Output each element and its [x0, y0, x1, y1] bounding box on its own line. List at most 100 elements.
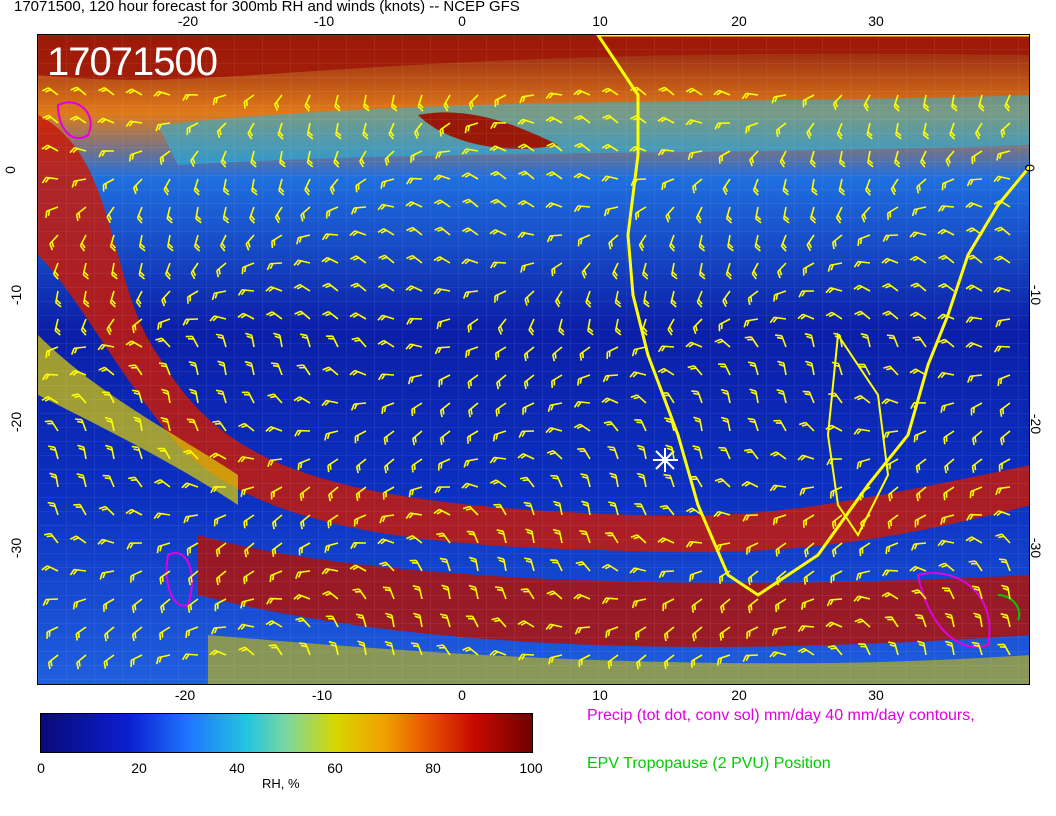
- wind-barb: [352, 588, 367, 600]
- wind-barb: [667, 318, 675, 336]
- wind-barb: [826, 458, 843, 466]
- wind-barb: [751, 262, 759, 280]
- forecast-stamp: 17071500: [47, 40, 218, 84]
- wind-barb: [217, 360, 227, 376]
- wind-barb: [634, 206, 647, 220]
- wind-barb: [466, 530, 479, 544]
- wind-barb: [799, 486, 815, 496]
- wind-barb: [552, 528, 563, 544]
- wind-barb: [267, 393, 283, 404]
- wind-barb: [44, 420, 59, 432]
- wind-barb: [642, 262, 649, 280]
- wind-barb: [238, 422, 255, 432]
- wind-barb: [489, 479, 507, 488]
- wind-barb: [601, 597, 619, 605]
- wind-barb: [769, 651, 787, 658]
- colorbar-tick: 80: [425, 760, 441, 776]
- wind-barb: [267, 458, 283, 468]
- wind-barb: [359, 150, 367, 168]
- wind-barb: [266, 262, 283, 271]
- wind-barb: [938, 338, 955, 348]
- wind-barb: [250, 150, 257, 168]
- wind-barb: [496, 529, 507, 544]
- wind-barb: [322, 590, 339, 600]
- colorbar-tick: 60: [327, 760, 343, 776]
- wind-barb: [938, 254, 955, 264]
- wind-barb: [72, 598, 87, 610]
- wind-barb: [467, 318, 479, 333]
- wind-barb: [47, 654, 59, 670]
- wind-barb: [971, 150, 983, 165]
- wind-barb: [548, 654, 563, 665]
- wind-barb: [97, 538, 115, 545]
- wind-barb: [211, 290, 227, 301]
- wind-barb: [860, 514, 871, 530]
- wind-barb: [377, 203, 395, 211]
- wind-barb: [714, 338, 731, 348]
- wind-barb: [853, 260, 871, 268]
- precip-contour: [56, 101, 92, 140]
- wind-barb: [911, 589, 927, 600]
- wind-barb: [687, 150, 703, 160]
- wind-barb: [887, 514, 899, 529]
- wind-barb: [855, 570, 871, 581]
- wind-barb: [493, 503, 507, 516]
- wind-barb: [748, 361, 759, 376]
- wind-barb: [825, 621, 843, 628]
- wind-barb: [437, 458, 451, 471]
- wind-barb: [612, 262, 619, 280]
- wind-barb: [661, 178, 675, 191]
- wind-barb: [971, 585, 983, 600]
- wind-barb: [720, 598, 731, 614]
- wind-barb: [727, 234, 734, 252]
- wind-barb: [433, 256, 451, 264]
- wind-barb: [410, 642, 423, 656]
- wind-barb: [296, 234, 311, 245]
- wind-barb: [546, 590, 563, 600]
- wind-barb: [377, 538, 395, 545]
- wind-barb: [965, 284, 983, 292]
- wind-barb: [268, 644, 283, 656]
- wind-barb: [698, 262, 706, 280]
- wind-barb: [630, 178, 647, 187]
- wind-barb: [405, 512, 423, 520]
- colorbar-unit: RH, %: [262, 776, 300, 791]
- wind-barb: [160, 416, 171, 432]
- wind-barb: [693, 416, 703, 432]
- wind-barb: [130, 570, 143, 583]
- wind-barb: [614, 318, 622, 336]
- wind-barb: [349, 369, 367, 376]
- wind-barb: [161, 290, 171, 307]
- wind-barb: [993, 510, 1011, 517]
- wind-barb: [353, 514, 367, 527]
- wind-barb: [294, 429, 311, 437]
- wind-barb: [715, 542, 731, 552]
- precip-contour: [165, 552, 193, 607]
- wind-barb: [279, 150, 286, 168]
- wind-barb: [363, 94, 370, 112]
- wind-barb: [322, 366, 339, 376]
- wind-barb: [861, 206, 871, 223]
- wind-barb: [1001, 584, 1011, 600]
- wind-barb: [132, 178, 143, 195]
- wind-barb: [439, 122, 451, 137]
- wind-barb: [614, 290, 622, 308]
- wind-barb: [854, 394, 871, 404]
- wind-barb: [190, 262, 199, 280]
- wind-barb: [490, 121, 507, 130]
- wind-barb: [920, 150, 927, 168]
- wind-barb: [325, 206, 339, 219]
- wind-barb: [718, 318, 731, 332]
- wind-barb: [774, 598, 787, 613]
- wind-barb: [492, 430, 507, 442]
- wind-barb: [725, 206, 733, 224]
- wind-barb: [489, 261, 507, 269]
- lat-tick-left: -20: [8, 411, 25, 433]
- wind-barb: [495, 586, 507, 600]
- wind-barb: [915, 486, 927, 502]
- wind-barb: [577, 234, 591, 247]
- wind-barb: [321, 567, 339, 575]
- wind-barb: [941, 178, 955, 191]
- wind-barb: [296, 364, 311, 376]
- wind-barb: [383, 458, 395, 474]
